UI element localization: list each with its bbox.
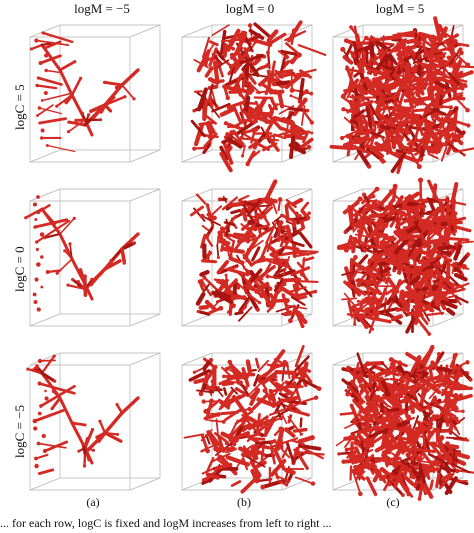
network-panel-r3-c1 [26, 352, 161, 491]
panel-label-c: (c) [386, 495, 400, 509]
network-panel-r1-c2 [181, 20, 327, 173]
column-header-logM-0: logM = 0 [225, 1, 275, 16]
column-header-logM-5: logM = 5 [375, 1, 425, 16]
network-panel-r1-c1 [29, 24, 161, 163]
figure-caption: ... for each row, logC is fixed and logM… [0, 516, 332, 530]
network-panel-r3-c3 [332, 344, 474, 501]
network-panel-r2-c3 [332, 177, 474, 336]
panel-label-b: (b) [237, 495, 251, 509]
network-panel-r2-c1 [24, 188, 161, 327]
network-panel-r3-c2 [181, 345, 325, 494]
network-panel-r1-c3 [329, 16, 474, 174]
panel-label-a: (a) [86, 495, 100, 509]
column-header-logM-minus5: logM = −5 [74, 1, 130, 16]
network-panel-r2-c2 [181, 179, 319, 329]
